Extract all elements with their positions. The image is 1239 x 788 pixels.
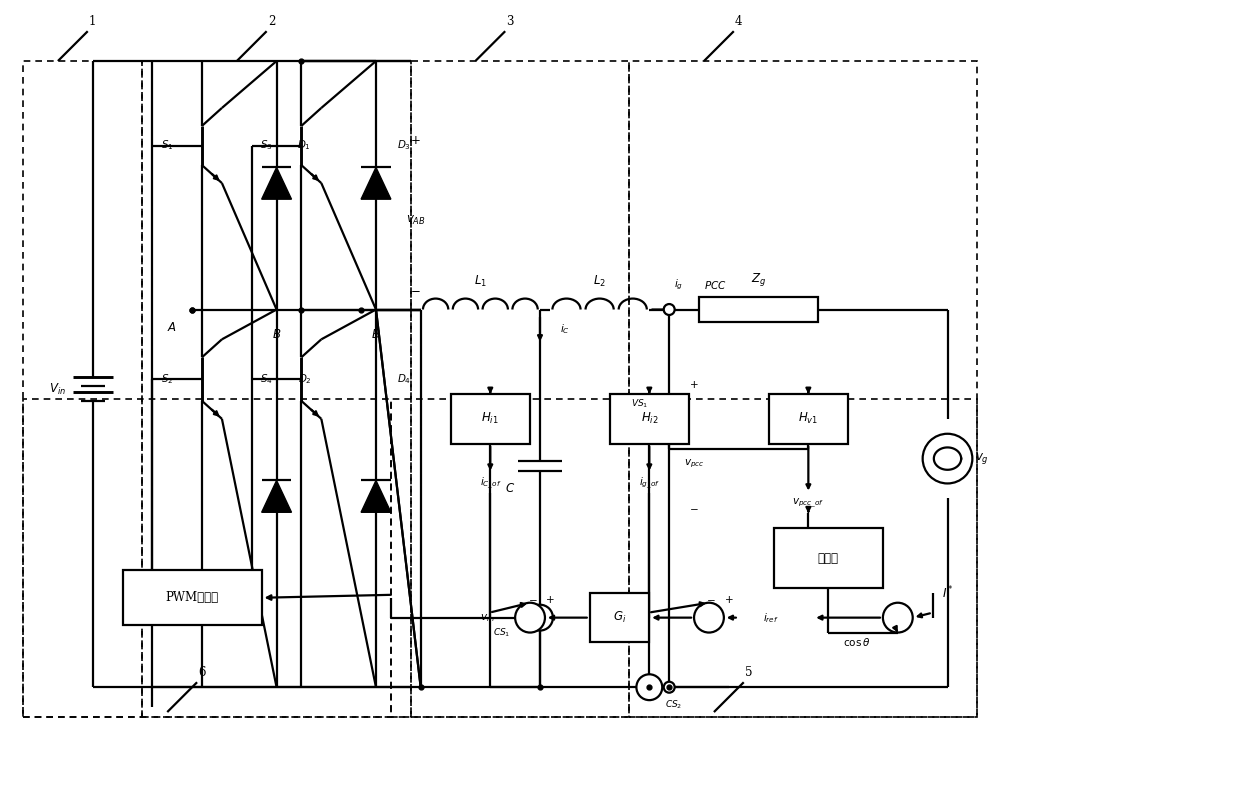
Bar xyxy=(590,593,649,642)
Circle shape xyxy=(515,603,545,633)
Polygon shape xyxy=(361,481,390,512)
Bar xyxy=(610,394,689,444)
Text: $i_C$: $i_C$ xyxy=(560,322,570,336)
Bar xyxy=(411,61,629,717)
Text: $I^*$: $I^*$ xyxy=(942,585,954,601)
Bar xyxy=(24,399,390,717)
Text: 3: 3 xyxy=(507,15,514,28)
Text: $+$: $+$ xyxy=(410,134,421,147)
Text: $+$: $+$ xyxy=(724,594,733,605)
Text: $D_1$: $D_1$ xyxy=(297,139,311,152)
Text: $i_{g\_of}$: $i_{g\_of}$ xyxy=(639,476,660,491)
Text: 锁相环: 锁相环 xyxy=(818,552,839,564)
Bar xyxy=(390,399,978,717)
Text: $CS_2$: $CS_2$ xyxy=(665,699,683,712)
Circle shape xyxy=(883,603,913,633)
Text: $Z_g$: $Z_g$ xyxy=(751,271,766,288)
Text: 6: 6 xyxy=(198,666,206,678)
Text: $S_2$: $S_2$ xyxy=(161,372,173,386)
Text: 4: 4 xyxy=(735,15,742,28)
Text: $H_{v1}$: $H_{v1}$ xyxy=(798,411,819,426)
Text: $D_4$: $D_4$ xyxy=(396,372,411,386)
Text: $i_g$: $i_g$ xyxy=(674,277,684,292)
Text: $C$: $C$ xyxy=(506,482,515,495)
Text: $v_g$: $v_g$ xyxy=(975,451,989,466)
Text: $D_2$: $D_2$ xyxy=(297,372,311,386)
Text: $D_3$: $D_3$ xyxy=(396,139,411,152)
Text: $B$: $B$ xyxy=(271,328,281,341)
Text: $i_{C\_of}$: $i_{C\_of}$ xyxy=(479,476,501,491)
Bar xyxy=(123,571,261,625)
Text: $-$: $-$ xyxy=(410,283,421,296)
Circle shape xyxy=(527,604,553,630)
Text: 5: 5 xyxy=(745,666,752,678)
Text: $L_1$: $L_1$ xyxy=(473,274,487,289)
Text: 1: 1 xyxy=(89,15,97,28)
Text: $CS_1$: $CS_1$ xyxy=(493,626,510,639)
Text: $v_m$: $v_m$ xyxy=(481,611,496,623)
Text: $H_{i2}$: $H_{i2}$ xyxy=(641,411,658,426)
Polygon shape xyxy=(361,167,390,199)
Bar xyxy=(142,61,411,717)
Text: $S_4$: $S_4$ xyxy=(260,372,273,386)
Polygon shape xyxy=(261,481,291,512)
Bar xyxy=(24,61,142,717)
Text: $-$: $-$ xyxy=(689,504,699,513)
Text: $\cos\theta$: $\cos\theta$ xyxy=(843,637,871,649)
Text: PWM生成器: PWM生成器 xyxy=(166,591,218,604)
Text: 2: 2 xyxy=(268,15,275,28)
Text: $v_{AB}$: $v_{AB}$ xyxy=(406,214,426,227)
Circle shape xyxy=(694,603,724,633)
Text: $i_{ref}$: $i_{ref}$ xyxy=(763,611,778,625)
Text: $-$: $-$ xyxy=(528,595,538,604)
Bar xyxy=(768,394,849,444)
Text: $PCC$: $PCC$ xyxy=(704,279,727,291)
Circle shape xyxy=(923,433,973,484)
Text: $A$: $A$ xyxy=(167,321,177,334)
Circle shape xyxy=(664,304,675,315)
Text: $v_{pcc\_of}$: $v_{pcc\_of}$ xyxy=(792,496,824,510)
Text: $-$: $-$ xyxy=(706,595,716,604)
Circle shape xyxy=(637,675,662,700)
Text: $+$: $+$ xyxy=(545,594,555,605)
Text: $v_{pcc}$: $v_{pcc}$ xyxy=(684,457,704,470)
Polygon shape xyxy=(261,167,291,199)
Bar xyxy=(451,394,530,444)
Bar xyxy=(629,61,978,717)
Text: $V_{in}$: $V_{in}$ xyxy=(50,381,67,396)
Text: $L_2$: $L_2$ xyxy=(593,274,606,289)
Bar xyxy=(699,296,818,322)
Text: $S_3$: $S_3$ xyxy=(260,139,273,152)
Text: $VS_1$: $VS_1$ xyxy=(631,398,648,411)
Bar xyxy=(773,528,883,588)
Text: $G_i$: $G_i$ xyxy=(613,610,626,625)
Text: $+$: $+$ xyxy=(689,378,699,389)
Text: $H_{i1}$: $H_{i1}$ xyxy=(482,411,499,426)
Circle shape xyxy=(664,682,675,693)
Text: $S_1$: $S_1$ xyxy=(161,139,173,152)
Text: $B$: $B$ xyxy=(372,328,380,341)
